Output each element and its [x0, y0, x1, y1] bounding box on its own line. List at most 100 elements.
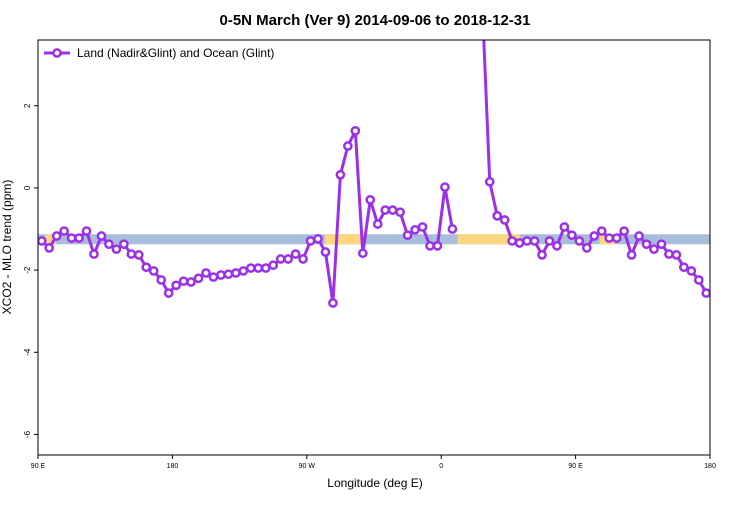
data-point: [604, 233, 615, 243]
data-point: [178, 276, 189, 287]
data-point: [484, 176, 495, 187]
plot-area: [38, 0, 710, 308]
data-point: [529, 236, 540, 246]
data-point: [313, 234, 323, 244]
data-point: [231, 268, 241, 278]
data-point: [104, 239, 114, 250]
data-point: [305, 236, 316, 246]
data-point: [552, 241, 562, 251]
data-point: [201, 268, 211, 278]
data-point: [402, 230, 413, 241]
data-point: [596, 226, 607, 236]
chart-title: 0-5N March (Ver 9) 2014-09-06 to 2018-12…: [219, 12, 530, 29]
data-point: [38, 236, 47, 246]
x-tick-label: 90 E: [568, 463, 583, 470]
y-tick-label: -2: [23, 266, 32, 274]
data-point: [350, 125, 361, 136]
data-point: [447, 224, 458, 234]
data-point: [567, 230, 577, 241]
data-point: [283, 254, 293, 264]
data-point: [119, 239, 129, 250]
data-point: [701, 288, 710, 298]
data-point: [693, 275, 704, 285]
y-axis-label: XCO2 - MLO trend (ppm): [0, 180, 14, 315]
data-point: [492, 211, 503, 221]
data-point: [626, 250, 637, 260]
data-point: [589, 231, 600, 241]
data-point: [298, 254, 308, 264]
data-point: [664, 249, 674, 259]
data-point: [611, 233, 622, 243]
data-point: [380, 205, 391, 215]
axes: -6 -4 -2 0 2 90 E 180 90 W 0 90 E 180 Land (Nadir&G…: [23, 46, 716, 470]
data-point: [51, 231, 62, 241]
data-point: [479, 0, 486, 7]
data-point: [163, 288, 174, 298]
data-point: [148, 266, 159, 276]
data-point: [74, 233, 84, 243]
data-point: [686, 266, 697, 276]
data-point: [432, 241, 443, 251]
y-tick-label: 2: [23, 103, 32, 108]
data-point: [275, 254, 286, 264]
data-point: [290, 249, 301, 259]
data-point: [171, 280, 181, 291]
data-point: [656, 239, 667, 250]
legend-label: Land (Nadir&Glint) and Ocean (Glint): [77, 46, 274, 60]
data-point: [223, 269, 234, 280]
data-point: [372, 219, 383, 229]
data-point: [253, 263, 264, 273]
data-point: [544, 236, 555, 246]
y-tick-label: -4: [23, 348, 32, 356]
data-point: [126, 249, 137, 259]
data-point: [335, 169, 346, 180]
x-tick-label: 90 E: [31, 463, 46, 470]
data-point: [133, 250, 144, 260]
data-point: [156, 275, 167, 285]
plot-frame: [37, 39, 711, 456]
data-point: [514, 238, 525, 248]
data-point: [440, 182, 450, 192]
data-point: [641, 239, 652, 250]
data-point: [44, 243, 55, 253]
data-point: [343, 141, 353, 151]
data-point: [245, 263, 256, 273]
x-tick-label: 90 W: [299, 463, 316, 470]
y-tick-label: -6: [23, 430, 32, 438]
data-point: [395, 207, 405, 218]
data-point: [96, 231, 107, 241]
data-point: [634, 231, 644, 241]
data-point: [59, 226, 69, 236]
data-point: [208, 272, 219, 282]
data-point: [649, 244, 659, 254]
data-point: [268, 260, 279, 271]
data-point: [619, 226, 629, 236]
data-point: [671, 250, 682, 260]
data-point: [111, 244, 122, 254]
x-axis-label: Longitude (deg E): [327, 476, 422, 490]
data-point: [186, 277, 196, 287]
data-point: [507, 236, 517, 246]
data-point: [216, 270, 226, 280]
data-point: [559, 222, 570, 232]
data-point: [320, 247, 331, 257]
data-point: [522, 236, 532, 246]
data-point: [410, 224, 420, 235]
data-point: [499, 215, 510, 225]
x-tick-label: 180: [167, 463, 179, 470]
data-point: [89, 249, 99, 259]
data-point: [581, 243, 592, 253]
data-point: [574, 236, 585, 246]
data-point: [417, 222, 428, 232]
data-point: [679, 262, 689, 273]
data-point: [141, 262, 152, 273]
data-point: [81, 226, 92, 236]
data-point: [387, 205, 398, 215]
data-point: [357, 248, 368, 259]
x-tick-label: 0: [439, 463, 443, 470]
data-point: [425, 241, 435, 251]
data-point: [66, 233, 77, 243]
data-point: [193, 273, 204, 284]
data-point: [260, 263, 271, 273]
